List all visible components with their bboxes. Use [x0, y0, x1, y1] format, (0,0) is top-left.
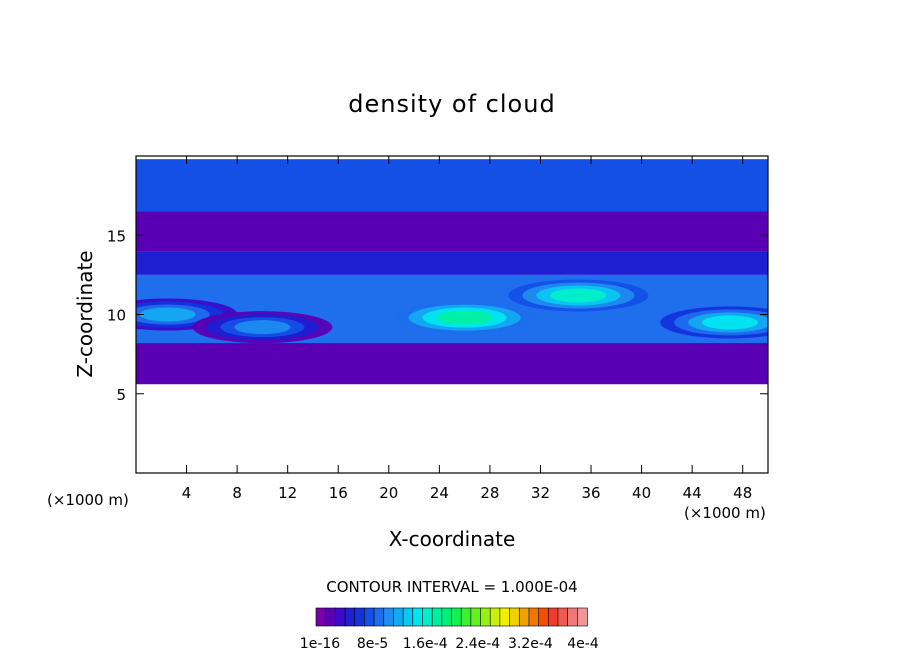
colorbar-label: 2.4e-4 [455, 636, 500, 652]
x-axis: 4 8 12 16 20 24 28 32 36 40 44 48 [182, 156, 752, 502]
colorbar-label: 4e-4 [567, 636, 599, 652]
field-core-0-3 [139, 307, 196, 322]
colorbar-swatch [335, 607, 346, 627]
colorbar-swatch [344, 607, 356, 627]
x-tick-label: 32 [531, 484, 550, 502]
colorbar-swatch [383, 607, 395, 627]
colorbar-swatch [528, 607, 540, 627]
y-tick-label: 5 [116, 386, 126, 404]
y-tick-label: 15 [107, 227, 126, 245]
colorbar-label: 1.6e-4 [403, 636, 448, 652]
x-tick-label: 4 [182, 484, 192, 502]
colorbar-swatch [441, 607, 453, 627]
colorbar-swatch [577, 607, 588, 627]
colorbar-swatch [518, 607, 530, 627]
colorbar-label: 8e-5 [357, 636, 388, 652]
x-unit-right: (×1000 m) [684, 504, 766, 522]
x-tick-label: 8 [232, 484, 242, 502]
colorbar-swatch [451, 607, 462, 627]
field-core-4-3 [702, 315, 759, 330]
colorbar-swatch [567, 607, 579, 627]
colorbar-swatch [315, 607, 327, 627]
colorbar-swatch [431, 607, 443, 627]
colorbar-swatch [538, 607, 550, 627]
field-core-1-3 [234, 320, 291, 335]
colorbar [315, 607, 588, 627]
colorbar-swatch [354, 607, 366, 627]
field-core-2-3 [436, 310, 493, 325]
colorbar-swatch [373, 607, 385, 627]
x-tick-label: 28 [480, 484, 499, 502]
x-unit-left: (×1000 m) [47, 491, 129, 509]
colorbar-label: 1e-16 [300, 636, 340, 652]
colorbar-swatch [470, 607, 482, 627]
chart-title: density of cloud [348, 90, 555, 118]
colorbar-swatch [460, 607, 472, 627]
x-tick-label: 16 [329, 484, 348, 502]
colorbar-swatch [422, 607, 433, 627]
x-tick-label: 36 [581, 484, 600, 502]
colorbar-swatch [499, 607, 511, 627]
colorbar-swatch [402, 607, 414, 627]
x-tick-label: 44 [683, 484, 702, 502]
colorbar-swatch [364, 607, 375, 627]
colorbar-labels: 1e-16 8e-5 1.6e-4 2.4e-4 3.2e-4 4e-4 [300, 636, 599, 652]
x-tick-label: 48 [733, 484, 752, 502]
x-tick-label: 24 [430, 484, 449, 502]
field-band-2 [136, 251, 768, 275]
field-core-3-3 [550, 288, 607, 303]
y-tick-label: 10 [107, 307, 126, 325]
colorbar-swatch [480, 607, 492, 627]
colorbar-swatch [547, 607, 559, 627]
x-tick-label: 12 [278, 484, 297, 502]
density-field [136, 159, 768, 385]
colorbar-swatch [412, 607, 424, 627]
field-band-3 [136, 211, 768, 252]
x-tick-label: 40 [632, 484, 651, 502]
x-axis-label: X-coordinate [389, 527, 516, 551]
colorbar-swatch [509, 607, 521, 627]
colorbar-swatch [489, 607, 501, 627]
colorbar-swatch [393, 607, 404, 627]
colorbar-label: 3.2e-4 [508, 636, 553, 652]
field-band-4 [136, 159, 768, 212]
y-axis-label: Z-coordinate [73, 250, 97, 377]
colorbar-swatch [325, 607, 337, 627]
x-tick-label: 20 [379, 484, 398, 502]
y-axis: 5 10 15 [107, 227, 768, 404]
contour-interval: CONTOUR INTERVAL = 1.000E-04 [326, 578, 577, 596]
field-band-0 [136, 343, 768, 385]
colorbar-swatch [557, 607, 569, 627]
